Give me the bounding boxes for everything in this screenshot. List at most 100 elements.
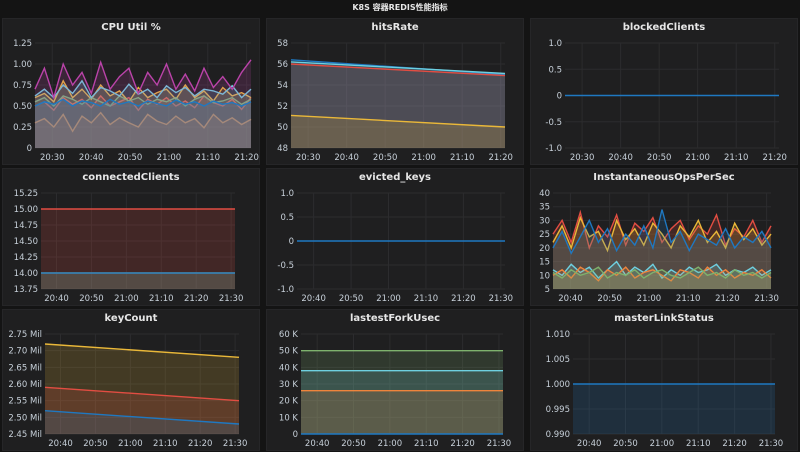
ops-y-tick-label: 15	[539, 258, 550, 268]
keys-panel-title[interactable]: keyCount	[104, 313, 158, 324]
keys-x-tick-label: 21:20	[188, 439, 213, 449]
evicted-y-tick-label: 0.5	[280, 213, 294, 223]
fork-x-tick-label: 21:20	[450, 439, 475, 449]
ops-y-tick-label: 40	[539, 189, 550, 199]
fork-y-tick-label: 20 K	[279, 397, 299, 407]
fork-series-1-area	[301, 370, 503, 434]
master-x-tick-label: 21:10	[686, 439, 711, 449]
blocked-panel[interactable]: blockedClients -1.0 -0.5 0 0.5 1.0 20:30 20:40 2…	[530, 18, 798, 165]
keys-series-2-line	[44, 410, 240, 425]
connected-x-tick-label: 21:30	[219, 294, 244, 304]
cpu-chart: 0 0.25 0.50 0.75 1.00 1.25 20:30 20:40 20:50 21:0…	[13, 39, 259, 163]
connected-panel[interactable]: connectedClients 13.75 14.00 14.25 14.50 14.7…	[2, 168, 260, 306]
evicted-x-tick-label: 20:40	[301, 294, 326, 304]
keys-y-tick-label: 2.55 Mil	[8, 397, 42, 407]
hits-x-tick-label: 20:40	[334, 153, 359, 163]
blocked-y-tick-label: -1.0	[545, 144, 562, 154]
blocked-x-tick-label: 20:50	[647, 153, 672, 163]
blocked-y-tick-label: -0.5	[545, 118, 562, 128]
ops-panel-title[interactable]: InstantaneousOpsPerSec	[593, 172, 735, 183]
cpu-series-4-area	[35, 80, 251, 148]
evicted-panel[interactable]: evicted_keys -1.0 -0.5 0 0.5 1.0 20:40 20:50 21:…	[266, 168, 524, 306]
hits-series-1-area	[291, 61, 505, 148]
master-x-tick-label: 21:00	[650, 439, 675, 449]
connected-y-tick-label: 14.00	[14, 269, 38, 279]
connected-y-tick-label: 15.00	[14, 205, 38, 215]
ops-panel[interactable]: InstantaneousOpsPerSec 5 10 15 20 25 30 35 40 20:…	[530, 168, 798, 306]
cpu-y-tick-label: 1.00	[13, 60, 32, 70]
hits-series-2-line	[290, 63, 506, 77]
ops-series-3-area	[553, 261, 771, 289]
fork-y-tick-label: 0	[293, 430, 298, 440]
blocked-y-tick-label: 1.0	[548, 39, 562, 49]
evicted-y-tick-label: -1.0	[277, 285, 294, 295]
cpu-series-6-area	[35, 99, 251, 148]
cpu-x-tick-label: 21:10	[196, 153, 221, 163]
connected-y-tick-label: 13.75	[14, 285, 38, 295]
ops-x-tick-label: 20:40	[558, 294, 583, 304]
connected-series-1-area	[41, 273, 235, 289]
cpu-y-tick-label: 0.75	[13, 81, 32, 91]
fork-y-tick-label: 60 K	[279, 330, 299, 340]
master-panel-title[interactable]: masterLinkStatus	[614, 313, 714, 324]
hits-series-2-area	[291, 64, 505, 148]
connected-y-tick-label: 14.25	[14, 253, 38, 263]
connected-x-tick-label: 20:40	[44, 294, 69, 304]
fork-y-tick-label: 50 K	[279, 347, 299, 357]
cpu-panel[interactable]: CPU Util % 0 0.25 0.50 0.75 1.00 1.25 20:30 20:4…	[2, 18, 260, 165]
connected-y-tick-label: 14.50	[14, 237, 38, 247]
evicted-y-tick-label: 0	[289, 237, 294, 247]
connected-series-2-area	[41, 273, 235, 289]
fork-series-0-area	[301, 350, 503, 434]
fork-panel[interactable]: lastestForkUsec 0 10 K 20 K 30 K 40 K 50 K 60 K…	[266, 309, 524, 451]
cpu-series-5-line	[34, 59, 252, 101]
master-y-tick-label: 1.005	[546, 355, 570, 365]
blocked-x-tick-label: 21:10	[724, 153, 749, 163]
hits-x-tick-label: 21:10	[450, 153, 475, 163]
connected-x-tick-label: 20:50	[79, 294, 104, 304]
keys-panel[interactable]: keyCount 2.45 Mil 2.50 Mil 2.55 Mil 2.60 Mil…	[2, 309, 260, 451]
fork-x-tick-label: 20:40	[305, 439, 330, 449]
connected-panel-title[interactable]: connectedClients	[82, 172, 180, 183]
ops-y-tick-label: 30	[539, 216, 550, 226]
evicted-panel-title[interactable]: evicted_keys	[358, 172, 431, 183]
hits-y-tick-label: 56	[277, 60, 288, 70]
keys-y-tick-label: 2.75 Mil	[8, 330, 42, 340]
connected-x-tick-label: 21:00	[114, 294, 139, 304]
hits-chart: 48 50 52 54 56 58 20:30 20:40 20:50 21:00 21:10 21:…	[277, 39, 513, 163]
cpu-y-tick-label: 0.25	[13, 123, 32, 133]
cpu-series-0-line	[34, 94, 252, 112]
hits-x-tick-label: 21:20	[488, 153, 512, 163]
blocked-panel-title[interactable]: blockedClients	[622, 22, 706, 33]
evicted-x-tick-label: 21:30	[489, 294, 513, 304]
cpu-y-tick-label: 0.50	[13, 102, 32, 112]
keys-y-tick-label: 2.45 Mil	[8, 430, 42, 440]
hits-panel[interactable]: hitsRate 48 50 52 54 56 58 20:30 20:40 20:50 21:00…	[266, 18, 524, 165]
cpu-x-tick-label: 20:50	[118, 153, 143, 163]
cpu-panel-title[interactable]: CPU Util %	[101, 22, 161, 33]
cpu-series-3-line	[34, 95, 252, 107]
cpu-y-tick-label: 1.25	[13, 39, 32, 49]
dashboard-title: K8S 容器REDIS性能指标	[352, 3, 448, 12]
fork-panel-title[interactable]: lastestForkUsec	[349, 313, 441, 324]
blocked-y-tick-label: 0	[557, 92, 562, 102]
hits-y-tick-label: 52	[277, 102, 288, 112]
evicted-x-tick-label: 21:00	[376, 294, 401, 304]
master-y-tick-label: 1.010	[546, 330, 570, 340]
keys-y-tick-label: 2.70 Mil	[8, 347, 42, 357]
ops-series-2-line	[552, 209, 772, 255]
cpu-x-tick-label: 21:20	[234, 153, 259, 163]
ops-x-tick-label: 21:20	[715, 294, 740, 304]
cpu-series-2-line	[34, 79, 252, 103]
master-x-tick-label: 20:50	[613, 439, 638, 449]
fork-x-tick-label: 21:30	[487, 439, 512, 449]
ops-series-0-line	[552, 209, 772, 251]
keys-series-1-line	[44, 386, 240, 402]
ops-series-1-line	[552, 215, 772, 253]
keys-x-tick-label: 21:30	[223, 439, 248, 449]
cpu-series-0-area	[35, 95, 251, 148]
connected-x-tick-label: 21:20	[184, 294, 209, 304]
hits-panel-title[interactable]: hitsRate	[371, 22, 419, 33]
ops-y-tick-label: 25	[539, 230, 550, 240]
master-panel[interactable]: masterLinkStatus 0.990 0.995 1.000 1.005 1.01…	[530, 309, 798, 451]
